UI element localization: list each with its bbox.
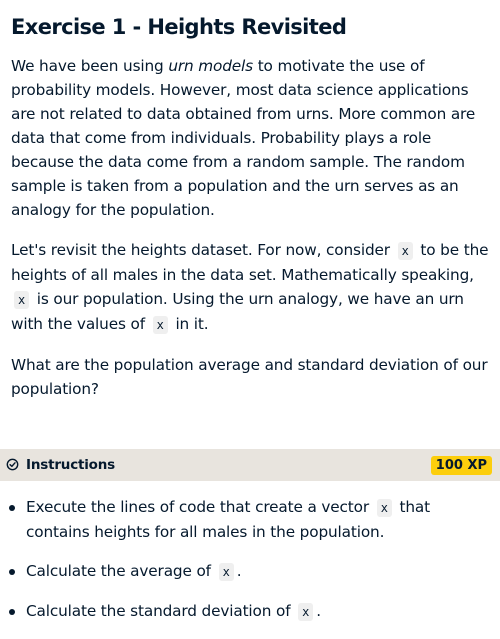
- exercise-content: Exercise 1 - Heights Revisited We have b…: [0, 13, 500, 401]
- intro-paragraph: We have been using urn models to motivat…: [11, 57, 476, 219]
- check-circle-icon: [6, 456, 19, 475]
- list-item: Calculate the standard deviation of x.: [9, 599, 500, 624]
- instructions-label: Instructions: [26, 457, 115, 473]
- list-item: Calculate the average of x.: [9, 559, 500, 584]
- inline-code-x: x: [397, 242, 413, 260]
- inline-code-x: x: [14, 291, 30, 309]
- question-paragraph: What are the population average and stan…: [11, 356, 488, 398]
- emphasis-urn-models: urn models: [168, 57, 253, 75]
- inline-code-x: x: [376, 499, 392, 517]
- xp-badge: 100 XP: [430, 455, 492, 475]
- exercise-title: Exercise 1 - Heights Revisited: [11, 15, 347, 39]
- inline-code-x: x: [152, 316, 168, 334]
- instructions-header: Instructions 100 XP: [0, 449, 500, 481]
- inline-code-x: x: [298, 603, 314, 621]
- list-item: Execute the lines of code that create a …: [9, 495, 500, 544]
- inline-code-x: x: [218, 563, 234, 581]
- instruction-list: Execute the lines of code that create a …: [0, 495, 500, 639]
- heights-paragraph: Let's revisit the heights dataset. For n…: [11, 241, 489, 334]
